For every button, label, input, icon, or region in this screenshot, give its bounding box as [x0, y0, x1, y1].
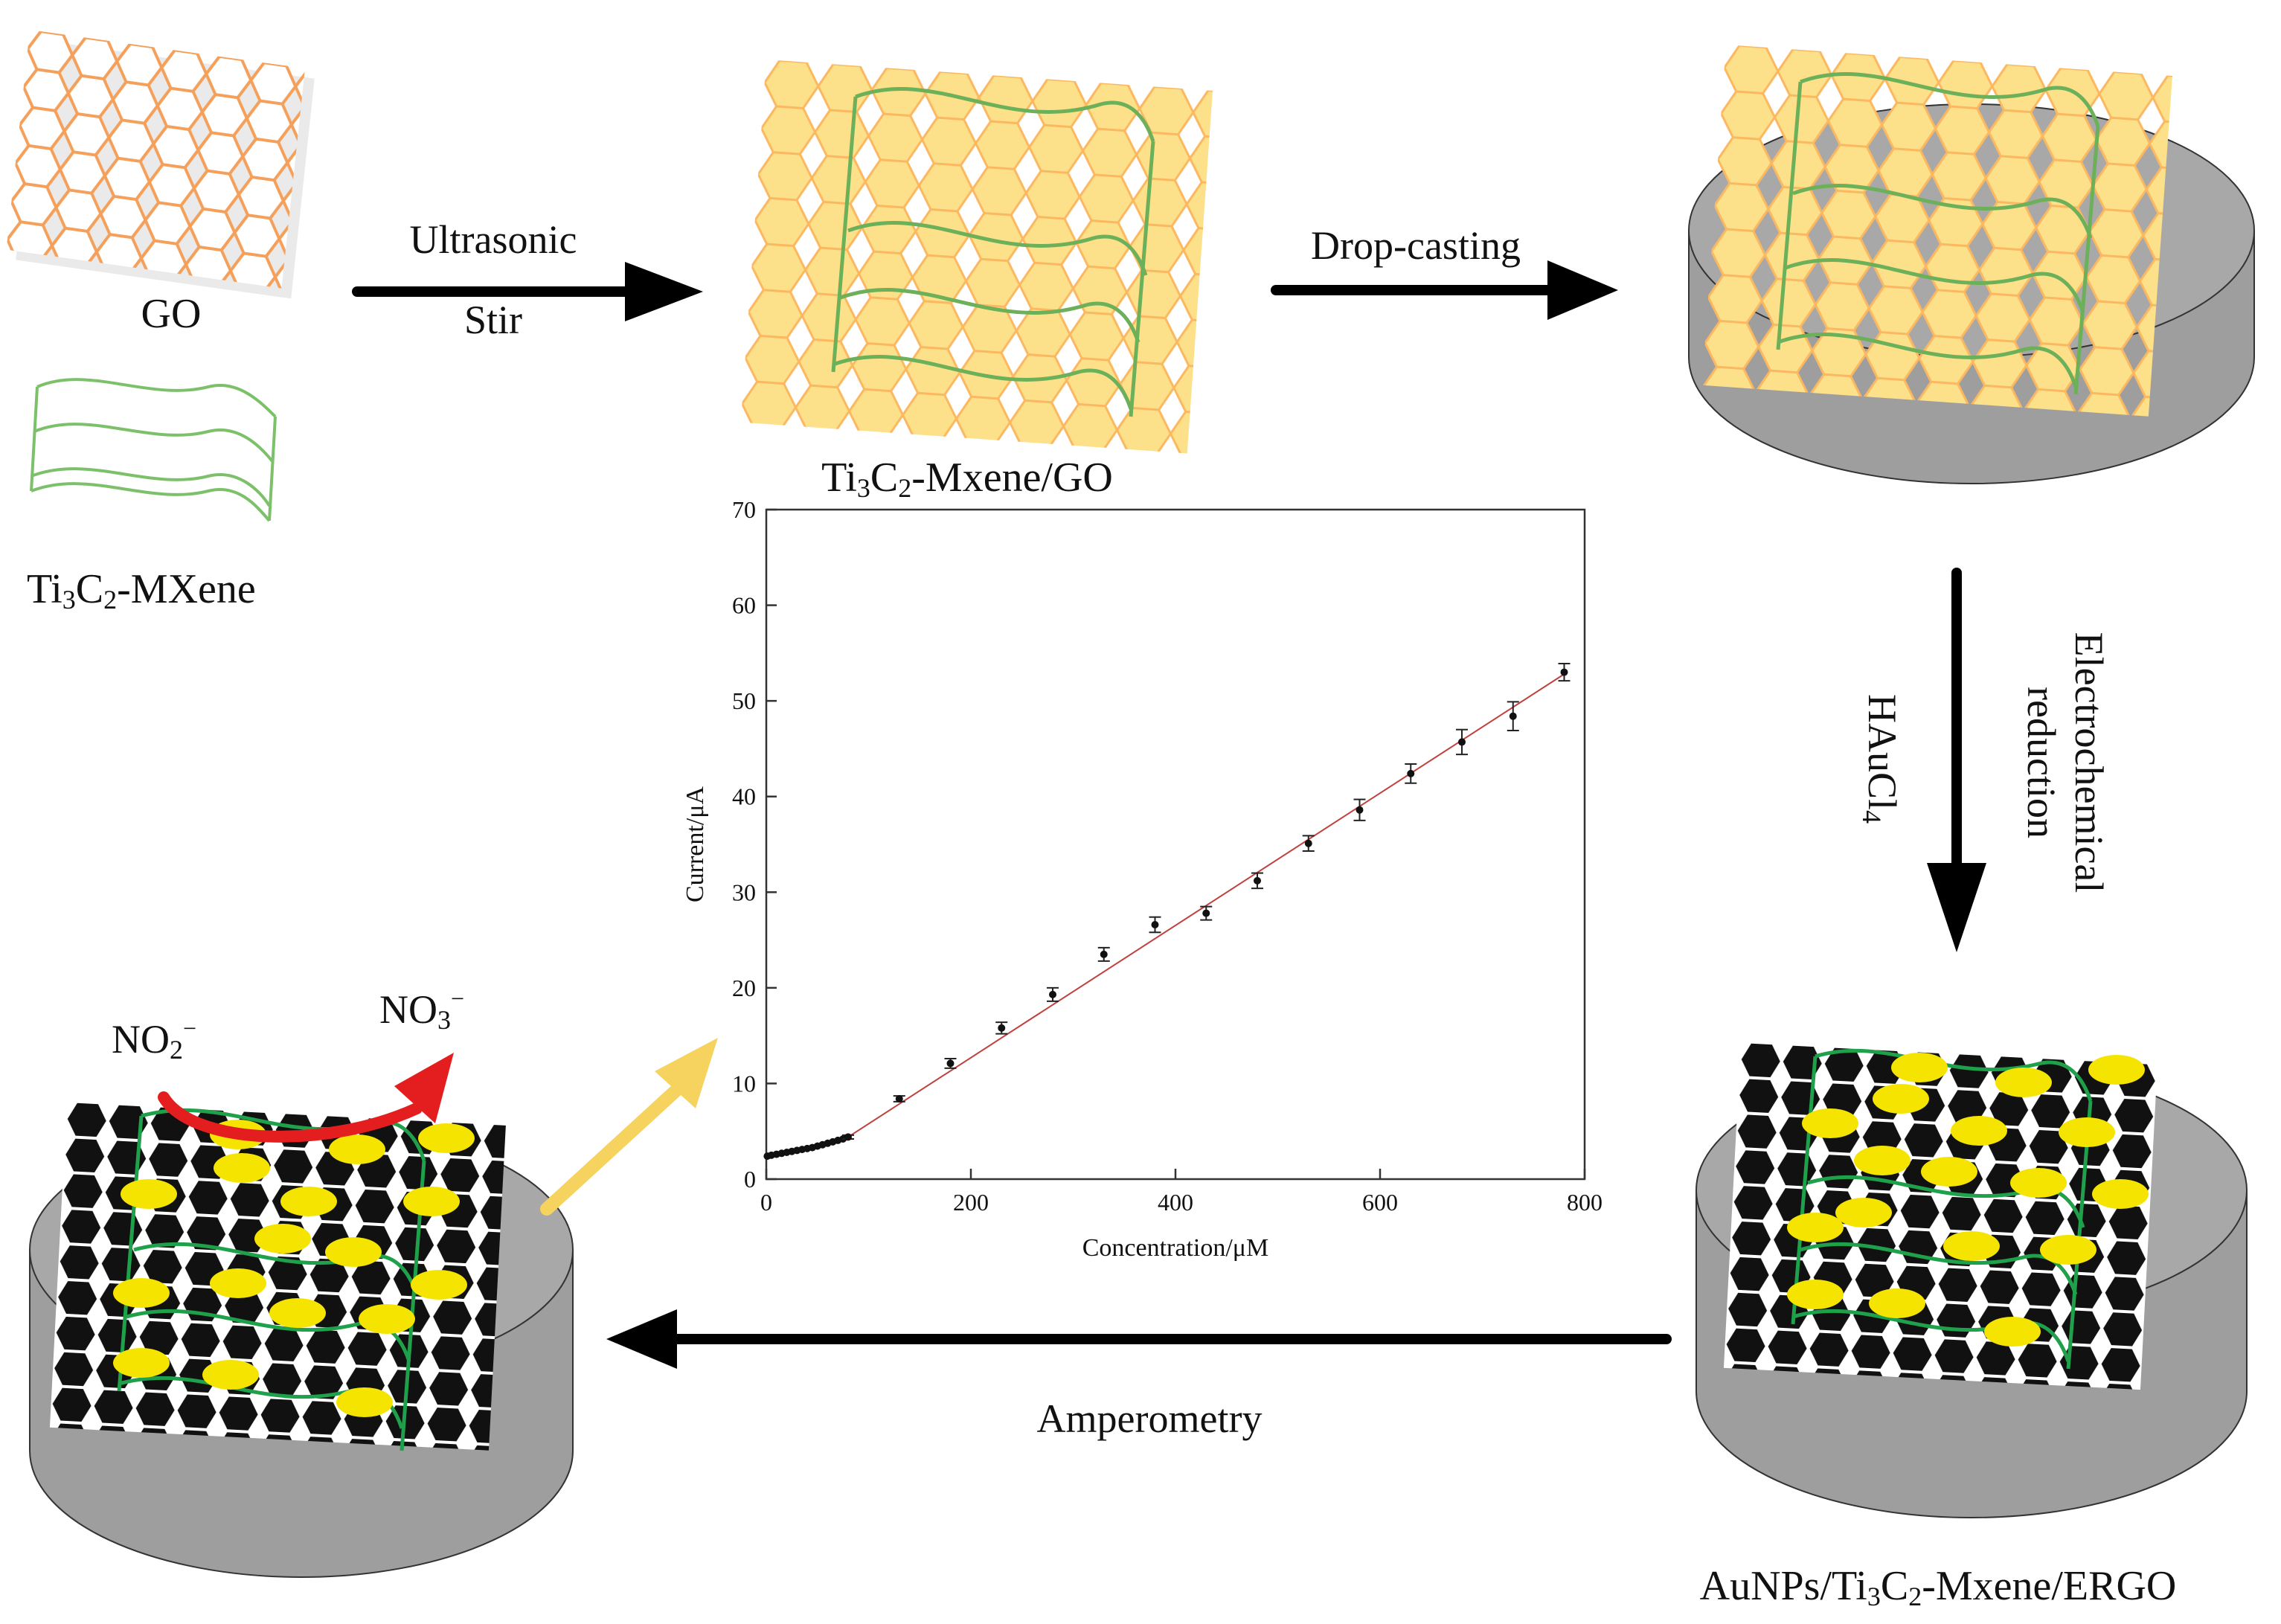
arrow-amperometry — [606, 1309, 1672, 1369]
y-tick-label: 30 — [732, 879, 756, 905]
electrode-sensing — [29, 1101, 574, 1578]
composite-label: Ti3C2-Mxene/GO — [821, 455, 1113, 503]
data-point — [1458, 738, 1466, 746]
data-point — [998, 1024, 1006, 1032]
y-tick-label: 70 — [732, 496, 756, 523]
step-reduction: reduction — [2019, 687, 2064, 838]
y-tick-label: 10 — [732, 1070, 756, 1097]
y-tick-label: 40 — [732, 783, 756, 810]
step-drop-casting: Drop-casting — [1311, 223, 1521, 268]
chart-points — [763, 663, 1571, 1161]
product-nitrate: NO3− — [379, 985, 464, 1035]
x-tick-label: 0 — [760, 1189, 772, 1216]
data-point — [1407, 769, 1415, 777]
y-tick-label: 0 — [744, 1166, 756, 1193]
x-tick-label: 400 — [1158, 1189, 1193, 1216]
data-point — [1254, 876, 1261, 885]
data-point — [844, 1133, 852, 1141]
go-sheet — [6, 30, 315, 299]
arrow-drop-casting — [1271, 260, 1618, 320]
electrode-final — [1695, 1042, 2248, 1518]
calibration-chart: 0 200 400 600 800 0 10 20 30 40 50 60 70 Concentrati… — [681, 496, 1603, 1262]
step-electrochemical: Electrochemical — [2067, 632, 2111, 893]
y-tick-label: 50 — [732, 687, 756, 714]
data-point — [946, 1059, 955, 1068]
data-point — [895, 1095, 903, 1103]
step-haucl4: HAuCl4 — [1857, 694, 1905, 824]
mxene-sheet — [30, 378, 277, 522]
data-point — [1560, 668, 1568, 676]
arrow-electrochemical — [1927, 568, 1986, 952]
data-point — [1509, 712, 1517, 720]
x-tick-label: 800 — [1567, 1189, 1603, 1216]
x-tick-label: 600 — [1362, 1189, 1398, 1216]
x-tick-label: 200 — [953, 1189, 989, 1216]
x-axis-label: Concentration/μM — [1082, 1234, 1269, 1262]
data-point — [1100, 950, 1108, 958]
data-point — [1151, 921, 1159, 928]
chart-frame — [765, 508, 1586, 1181]
data-point — [1049, 990, 1056, 998]
y-tick-label: 20 — [732, 975, 756, 1001]
y-axis-label: Current/μA — [681, 786, 709, 903]
reactant-nitrite: NO2− — [112, 1015, 196, 1065]
composite-sheet — [740, 60, 1213, 454]
mxene-label: Ti3C2-MXene — [27, 566, 256, 614]
chart-ticks: 0 200 400 600 800 0 10 20 30 40 50 60 70 — [732, 496, 1603, 1216]
step-stir: Stir — [464, 298, 522, 342]
step-amperometry: Amperometry — [1037, 1396, 1263, 1441]
step-ultrasonic: Ultrasonic — [410, 217, 577, 262]
data-point — [1304, 839, 1312, 847]
fit-line — [847, 673, 1565, 1138]
electrode-composite — [1688, 45, 2255, 484]
arrow-ultrasonic — [352, 262, 703, 321]
reaction-arrow — [158, 1053, 454, 1143]
final-label: AuNPs/Ti3C2-Mxene/ERGO — [1700, 1563, 2177, 1611]
y-tick-label: 60 — [732, 592, 756, 619]
arrow-to-chart — [540, 1038, 718, 1216]
go-label: GO — [141, 291, 202, 337]
data-point — [1356, 806, 1364, 814]
data-point — [1202, 909, 1210, 917]
